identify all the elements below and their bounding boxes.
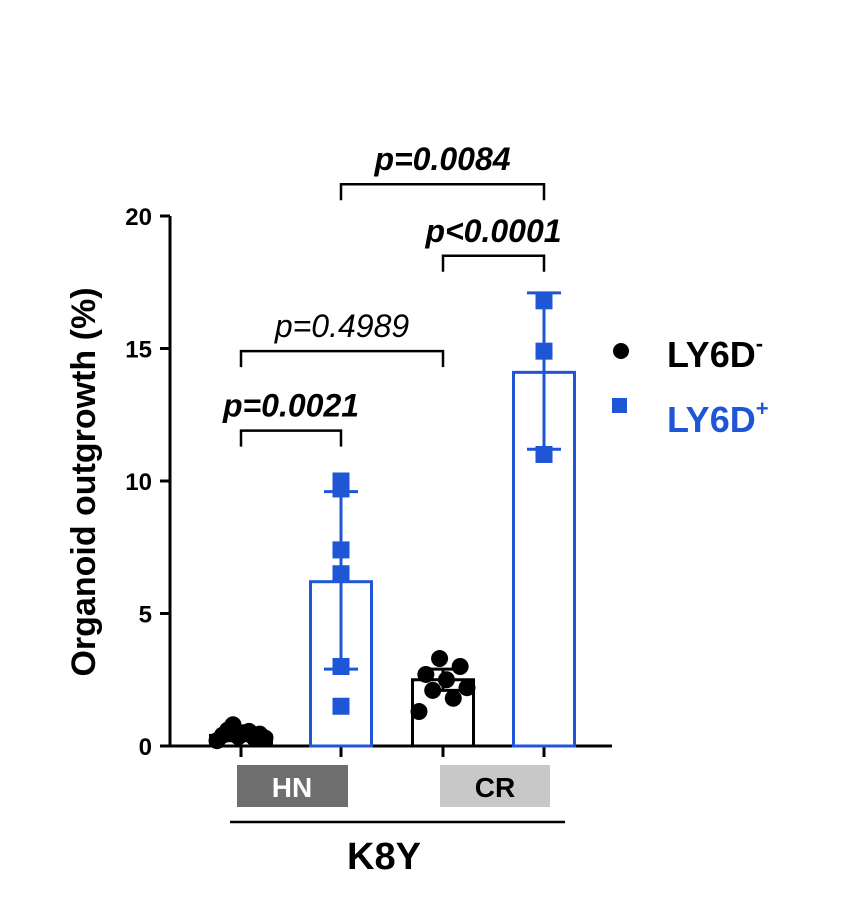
point-0-7	[256, 729, 274, 747]
group-box-cr	[440, 765, 550, 807]
bars-layer	[209, 370, 576, 748]
pvalue-label-0: p=0.0021	[222, 388, 359, 424]
pvalue-label-3: p=0.0084	[373, 141, 510, 177]
group-label-hn: HN	[272, 772, 312, 803]
point-2-7	[431, 650, 449, 668]
x-ticks	[239, 746, 546, 757]
point-2-3	[458, 679, 476, 697]
significance-annotations: p=0.0021 p=0.4989 p<0.0001 p=0.0084	[222, 141, 562, 447]
points-layer	[208, 292, 553, 750]
x-axis-label: K8Y	[347, 836, 421, 878]
pvalue-label-1: p=0.4989	[274, 308, 410, 344]
legend-label-ly6d-plus: LY6D+	[667, 396, 769, 440]
point-2-4	[437, 671, 455, 689]
bracket-2	[441, 254, 546, 272]
legend-marker-ly6d-minus	[613, 343, 629, 359]
bracket-1	[239, 349, 445, 368]
bar-cr-plus	[512, 370, 576, 748]
y-tick-label-0: 0	[139, 734, 152, 761]
legend-label-ly6d-minus-sup: -	[756, 331, 763, 356]
point-2-1	[444, 689, 462, 707]
y-tick-label-20: 20	[125, 204, 152, 231]
point-2-6	[451, 658, 469, 675]
legend-label-ly6d-minus-text: LY6D	[667, 334, 756, 375]
point-1-5	[332, 472, 350, 490]
group-box-hn	[237, 765, 348, 807]
point-2-0	[410, 703, 428, 721]
bracket-3	[339, 182, 546, 201]
legend: LY6D- LY6D+	[612, 331, 769, 440]
y-axis-label: Organoid outgrowth (%)	[65, 287, 103, 676]
y-tick-label-10: 10	[125, 469, 152, 496]
group-label-cr: CR	[475, 772, 515, 803]
bracket-0	[239, 429, 343, 447]
y-tick-label-15: 15	[125, 337, 152, 364]
y-tick-label-5: 5	[139, 602, 152, 629]
point-1-0	[332, 697, 350, 715]
legend-label-ly6d-minus: LY6D-	[667, 331, 763, 375]
legend-label-ly6d-plus-sup: +	[756, 396, 769, 421]
legend-label-ly6d-plus-text: LY6D	[667, 399, 756, 440]
legend-marker-ly6d-plus	[612, 398, 627, 413]
pvalue-label-2: p<0.0001	[424, 213, 561, 249]
errorbars-layer	[224, 291, 561, 743]
y-ticks: 0 5 10 15 20	[125, 204, 170, 761]
